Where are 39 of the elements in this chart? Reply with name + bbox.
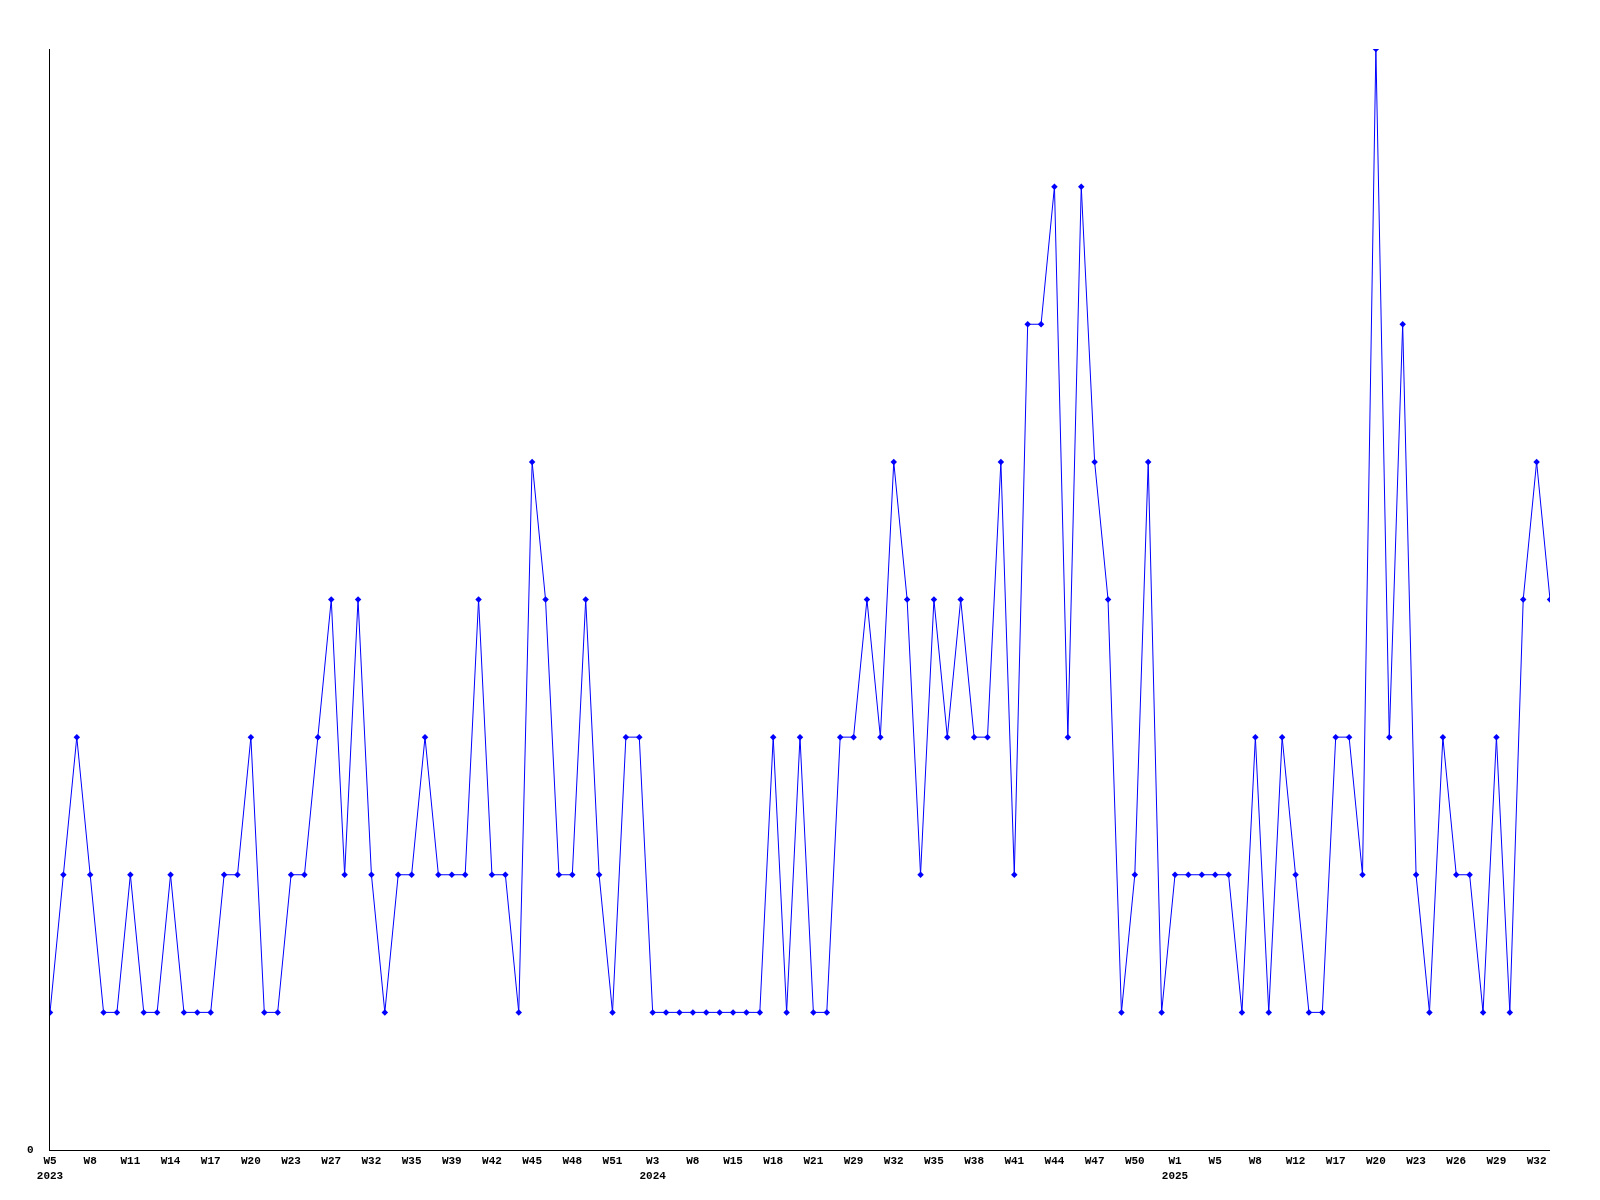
x-tick-label: W38	[964, 1155, 985, 1168]
x-tick-label: W26	[1446, 1155, 1467, 1168]
x-tick-label: W21	[803, 1155, 824, 1168]
x-tick-label: W3 2024	[639, 1155, 667, 1182]
x-tick-label: W17	[1325, 1155, 1346, 1168]
x-tick-label: W17	[200, 1155, 221, 1168]
x-tick-label: W45	[522, 1155, 543, 1168]
x-tick-label: W14	[160, 1155, 181, 1168]
x-tick-label: W29	[1486, 1155, 1507, 1168]
x-tick-label: W29	[843, 1155, 864, 1168]
x-tick-label: W39	[441, 1155, 462, 1168]
x-tick-label: W8	[83, 1155, 98, 1168]
x-tick-label: W32	[1526, 1155, 1547, 1168]
x-tick-label: W51	[602, 1155, 623, 1168]
x-tick-label: W5 2023	[36, 1155, 64, 1182]
x-tick-label: W23	[281, 1155, 302, 1168]
x-tick-label: W35	[924, 1155, 945, 1168]
x-tick-label: W50	[1124, 1155, 1145, 1168]
x-tick-label: W15	[723, 1155, 744, 1168]
x-tick-label: W42	[482, 1155, 502, 1168]
x-tick-label: W8	[1248, 1155, 1263, 1168]
x-tick-label: W12	[1285, 1155, 1306, 1168]
x-tick-label: W8	[686, 1155, 700, 1168]
x-tick-label: W48	[562, 1155, 583, 1168]
x-tick-label: W20	[1365, 1155, 1386, 1168]
x-tick-label: W20	[240, 1155, 261, 1168]
text: 0	[27, 1144, 34, 1156]
x-tick-label: W41	[1004, 1155, 1025, 1168]
x-tick-label: W32	[883, 1155, 904, 1168]
x-tick-label: W35	[401, 1155, 422, 1168]
x-tick-label: W32	[361, 1155, 382, 1168]
x-tick-label: W1 2025	[1161, 1155, 1189, 1182]
x-tick-label: W27	[321, 1155, 342, 1168]
x-tick-label: W11	[120, 1155, 141, 1168]
x-tick-label: W23	[1406, 1155, 1427, 1168]
x-tick-label: W47	[1084, 1155, 1105, 1168]
x-tick-label: W44	[1044, 1155, 1065, 1168]
x-tick-label: W5	[1208, 1155, 1223, 1168]
x-tick-label: W18	[763, 1155, 784, 1168]
